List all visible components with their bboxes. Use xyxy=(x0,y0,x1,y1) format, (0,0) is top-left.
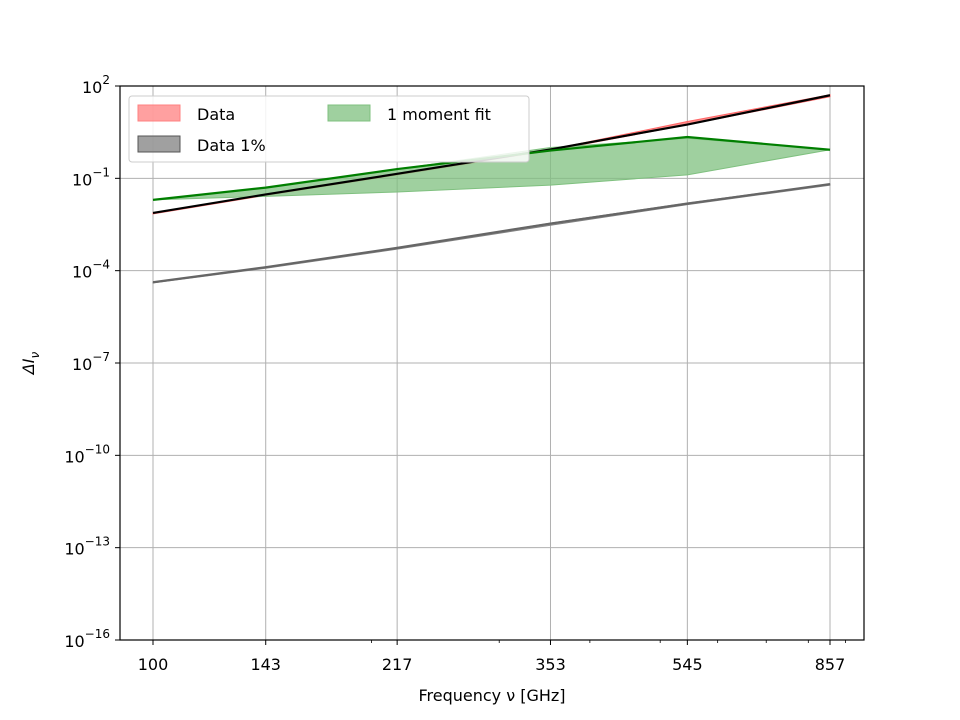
series-line xyxy=(152,183,831,284)
x-tick-label: 217 xyxy=(382,655,413,674)
y-tick-label: 10−10 xyxy=(64,442,110,466)
legend: Data 1 moment fit Data 1% xyxy=(128,95,530,163)
ticks: 100 143 217 353 545 857 102 10−1 10−4 10−7 10−10 10… xyxy=(64,73,846,674)
legend-label: Data xyxy=(197,105,235,124)
svg-text:ΔIν: ΔIν xyxy=(19,352,42,377)
x-tick-label: 353 xyxy=(535,655,566,674)
y-tick-label: 10−1 xyxy=(72,165,110,189)
legend-label: 1 moment fit xyxy=(387,105,491,124)
y-tick-label: 10−13 xyxy=(64,535,110,559)
legend-swatch xyxy=(327,104,371,122)
y-axis-label-main: ΔI xyxy=(19,358,38,376)
legend-box xyxy=(128,95,530,163)
x-tick-label: 100 xyxy=(138,655,169,674)
y-tick-label: 102 xyxy=(82,73,110,97)
y-axis-label: ΔIν xyxy=(19,352,42,377)
y-tick-label: 10−4 xyxy=(72,258,110,282)
legend-label: Data 1% xyxy=(197,136,266,155)
y-tick-label: 10−7 xyxy=(72,350,110,374)
legend-swatch xyxy=(137,104,181,122)
x-tick-label: 143 xyxy=(250,655,281,674)
legend-swatch xyxy=(137,135,181,153)
x-tick-label: 545 xyxy=(672,655,703,674)
y-tick-label: 10−16 xyxy=(64,627,110,651)
x-tick-label: 857 xyxy=(815,655,846,674)
x-axis-label: Frequency ν [GHz] xyxy=(418,686,565,705)
y-axis-label-sub: ν xyxy=(28,352,42,359)
